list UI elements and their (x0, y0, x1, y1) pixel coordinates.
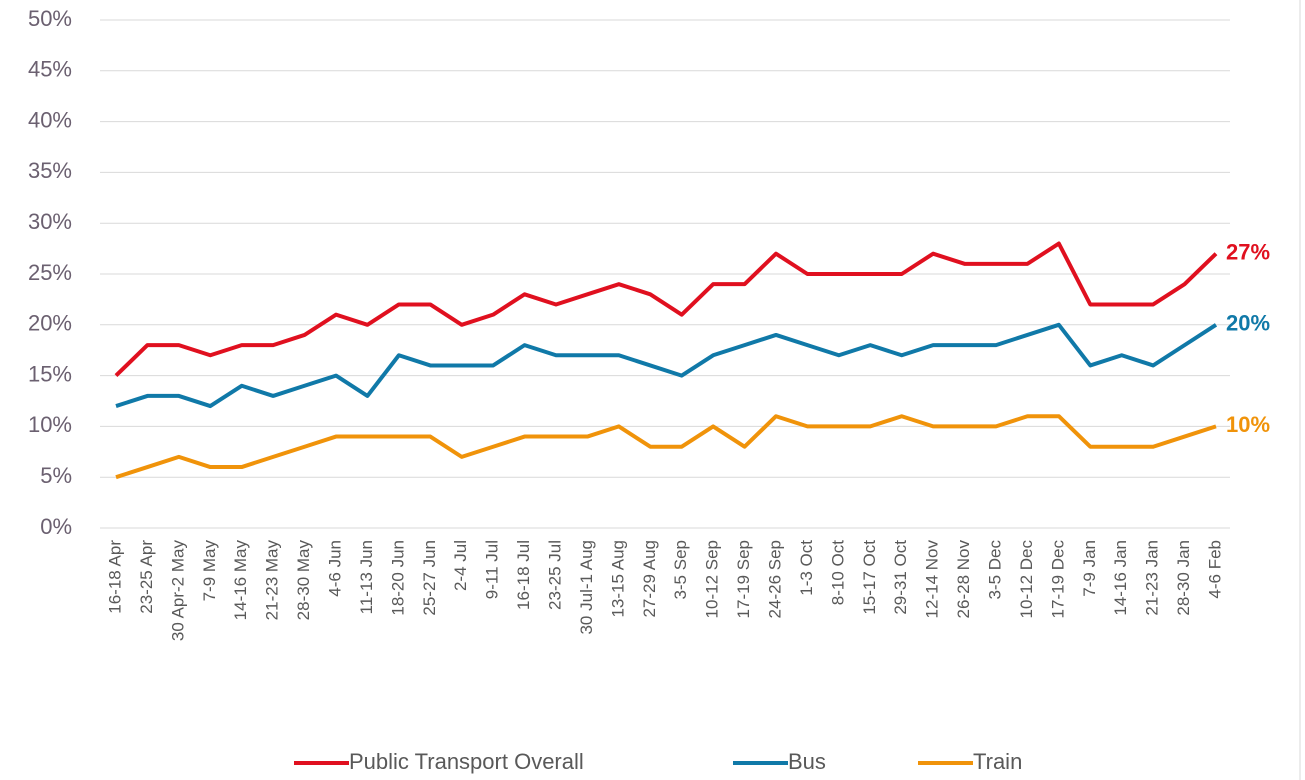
x-tick-label: 11-13 Jun (357, 540, 376, 614)
x-tick-label: 14-16 Jan (1111, 540, 1130, 616)
x-tick-label: 17-19 Sep (734, 540, 753, 618)
x-tick-label: 15-17 Oct (860, 540, 879, 615)
y-tick-label: 20% (28, 311, 72, 336)
y-tick-label: 5% (40, 463, 72, 488)
x-tick-label: 16-18 Jul (514, 540, 533, 610)
y-tick-label: 35% (28, 158, 72, 183)
x-tick-label: 24-26 Sep (765, 540, 784, 618)
x-tick-label: 17-19 Dec (1048, 540, 1067, 619)
x-tick-label: 18-20 Jun (388, 540, 407, 616)
x-tick-label: 7-9 May (200, 540, 219, 602)
data-label: 20% (1226, 311, 1270, 336)
x-tick-label: 3-5 Sep (671, 540, 690, 600)
data-label: 27% (1226, 239, 1270, 264)
legend-label: Public Transport Overall (349, 749, 584, 774)
x-tick-label: 28-30 Jan (1174, 540, 1193, 616)
y-tick-label: 25% (28, 260, 72, 285)
x-tick-label: 21-23 Jan (1143, 540, 1162, 616)
x-tick-label: 4-6 Feb (1205, 540, 1224, 599)
x-tick-label: 9-11 Jul (483, 540, 502, 599)
x-tick-label: 27-29 Aug (640, 540, 659, 618)
series-line (115, 322, 1218, 409)
x-tick-label: 12-14 Nov (923, 540, 942, 619)
y-tick-label: 45% (28, 57, 72, 82)
x-tick-label: 16-18 Apr (105, 540, 124, 614)
x-tick-label: 25-27 Jun (420, 540, 439, 616)
y-tick-label: 40% (28, 107, 72, 132)
x-tick-label: 23-25 Apr (137, 540, 156, 614)
y-tick-label: 30% (28, 209, 72, 234)
x-tick-label: 4-6 Jun (325, 540, 344, 597)
y-tick-label: 50% (28, 6, 72, 31)
y-tick-label: 10% (28, 412, 72, 437)
x-tick-label: 30 Jul-1 Aug (577, 540, 596, 635)
x-tick-label: 26-28 Nov (954, 540, 973, 619)
x-tick-label: 10-12 Sep (703, 540, 722, 618)
x-tick-label: 29-31 Oct (891, 540, 910, 615)
x-tick-label: 21-23 May (263, 540, 282, 621)
series-line (115, 414, 1217, 480)
x-tick-label: 8-10 Oct (828, 540, 847, 605)
data-label: 10% (1226, 412, 1270, 437)
series-line (114, 241, 1218, 378)
x-tick-label: 1-3 Oct (797, 540, 816, 596)
legend-label: Bus (788, 749, 826, 774)
x-tick-label: 30 Apr-2 May (168, 540, 187, 642)
x-tick-label: 23-25 Jul (545, 540, 564, 610)
x-tick-label: 28-30 May (294, 540, 313, 621)
x-tick-label: 2-4 Jul (451, 540, 470, 591)
x-tick-label: 13-15 Aug (608, 540, 627, 618)
x-tick-label: 14-16 May (231, 540, 250, 621)
y-tick-label: 15% (28, 361, 72, 386)
x-tick-label: 3-5 Dec (985, 540, 1004, 600)
legend-label: Train (973, 749, 1022, 774)
y-tick-label: 0% (40, 514, 72, 539)
x-tick-label: 7-9 Jan (1080, 540, 1099, 597)
x-tick-label: 10-12 Dec (1017, 540, 1036, 619)
